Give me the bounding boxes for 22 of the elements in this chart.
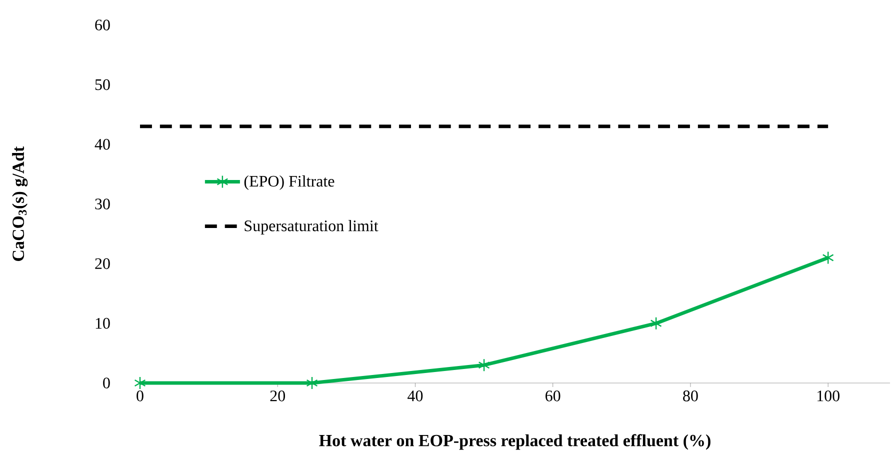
legend-label: Supersaturation limit [244, 220, 378, 234]
y-tick-label: 10 [96, 318, 110, 329]
point [478, 358, 490, 372]
x-axis-title: Hot water on EOP-press replaced treated effluent (%) [319, 434, 710, 450]
x-tick-label: 80 [683, 390, 698, 402]
x-tick-label: 0 [136, 390, 144, 402]
x-tick-label: 60 [546, 390, 560, 402]
point [822, 251, 834, 264]
point [134, 376, 146, 390]
y-tick-label: 30 [95, 198, 110, 210]
x-tick-label: 100 [817, 390, 840, 402]
y-tick-label: 50 [95, 79, 110, 90]
y-tick-label: 40 [94, 138, 110, 150]
x-tick-label: 40 [408, 390, 423, 402]
legend-label: (EPO) Filtrate [244, 175, 334, 190]
y-tick-label: 0 [103, 378, 110, 388]
y-axis-title: CaCO$_{3}$(s) g/Adt [12, 146, 28, 261]
y-tick-label: 60 [95, 20, 110, 30]
point [306, 376, 318, 390]
x-tick-label: 20 [270, 390, 286, 402]
y-tick-label: 20 [95, 258, 110, 270]
point [650, 316, 662, 330]
